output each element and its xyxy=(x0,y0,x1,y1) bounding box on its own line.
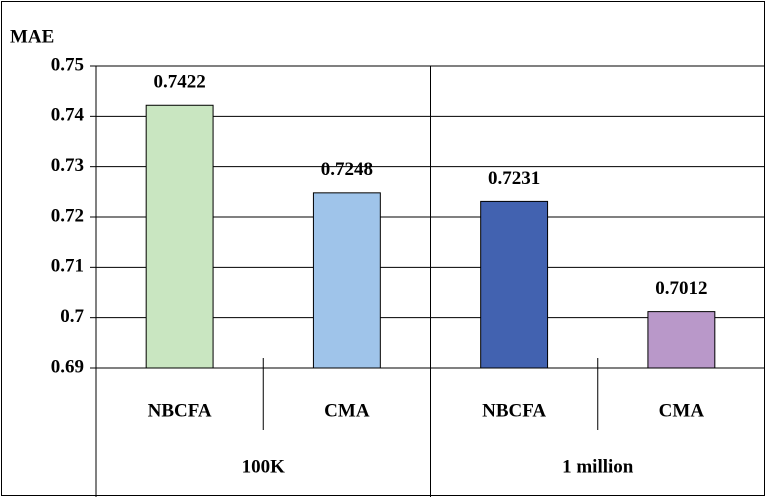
y-tick-label: 0.72 xyxy=(51,205,84,226)
bar xyxy=(480,200,549,369)
data-label: 0.7248 xyxy=(321,159,373,180)
group-label: 100K xyxy=(242,456,286,477)
y-tick-label: 0.74 xyxy=(51,105,85,126)
y-tick-label: 0.7 xyxy=(60,306,84,327)
y-tick-label: 0.73 xyxy=(51,155,84,176)
data-label: 0.7231 xyxy=(488,168,540,189)
bar xyxy=(145,104,214,369)
x-tick-label: CMA xyxy=(659,400,705,421)
bar xyxy=(312,192,381,369)
x-tick-label: NBCFA xyxy=(148,400,212,421)
y-tick-label: 0.69 xyxy=(51,356,84,377)
y-axis-label: MAE xyxy=(10,26,54,47)
bar xyxy=(647,311,716,369)
y-tick-label: 0.75 xyxy=(51,54,84,75)
group-label: 1 million xyxy=(562,456,634,477)
x-tick-label: NBCFA xyxy=(482,400,546,421)
y-tick-label: 0.71 xyxy=(51,256,84,277)
x-tick-label: CMA xyxy=(324,400,370,421)
data-label: 0.7012 xyxy=(655,278,707,299)
data-label: 0.7422 xyxy=(154,72,206,93)
